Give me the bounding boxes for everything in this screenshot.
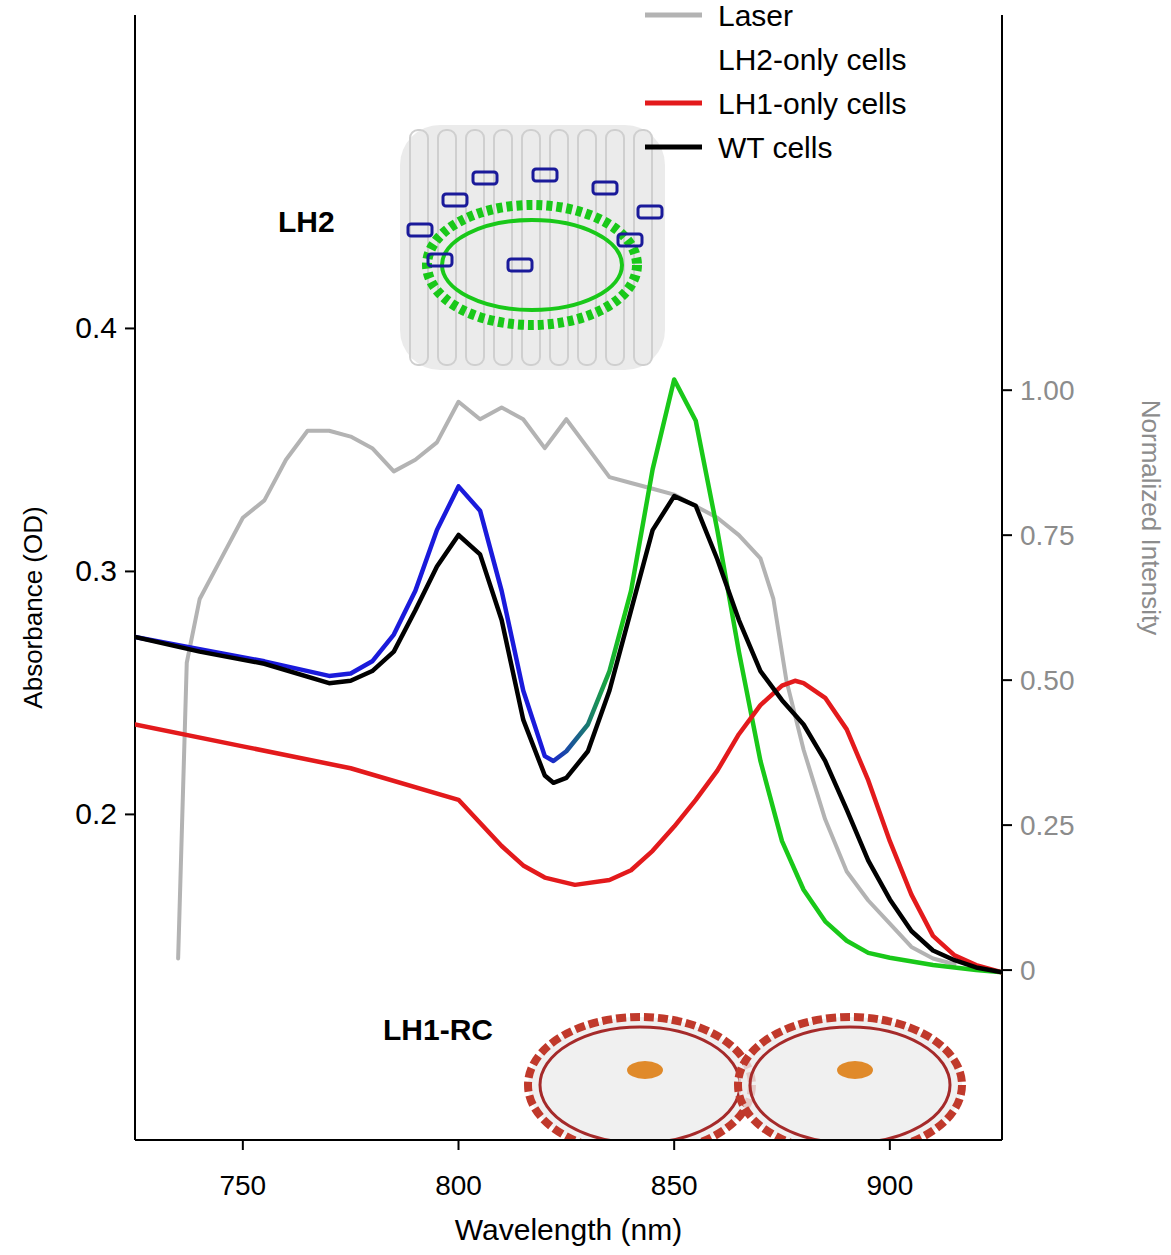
- series-line: [135, 496, 1002, 972]
- y-tick-label: 0.4: [75, 311, 117, 344]
- legend: Laser LH2-only cells LH1-only cells WT cell…: [645, 0, 906, 164]
- legend-swatch: [645, 145, 702, 150]
- lh2-b800: [428, 254, 452, 266]
- series-line: [178, 402, 954, 965]
- x-axis-line: [135, 1139, 1002, 1141]
- series-line: [135, 681, 1002, 973]
- lh1-ring: [528, 1017, 752, 1140]
- annotation: LH1-RC: [383, 1013, 493, 1046]
- rc-pigment: [837, 1061, 873, 1079]
- lh2-b800: [443, 194, 467, 206]
- lh2-b800: [473, 172, 497, 184]
- lh2-helix: [494, 130, 512, 365]
- x-tick-label: 800: [435, 1170, 482, 1201]
- x-tick: [242, 1140, 244, 1150]
- x-tick-label: 750: [219, 1170, 266, 1201]
- lh2-b800: [533, 169, 557, 181]
- x-tick-label: 900: [866, 1170, 913, 1201]
- lh2-helix: [466, 130, 484, 365]
- lh1-ring: [540, 1027, 740, 1140]
- y-axis-line: [134, 15, 136, 1140]
- y2-axis-title: Normalized Intensity: [1136, 400, 1166, 636]
- lh2-b850-ring: [427, 205, 637, 325]
- y2-tick: [1002, 534, 1012, 536]
- y2-tick: [1002, 824, 1012, 826]
- legend-swatch: [645, 101, 702, 106]
- lh2-b800: [508, 259, 532, 271]
- y2-tick-label: 0: [1020, 955, 1036, 986]
- y-axis-title: Absorbance (OD): [18, 506, 48, 708]
- series-lines: [135, 379, 1002, 972]
- legend-swatch: [645, 57, 702, 62]
- legend-swatch: [645, 13, 702, 18]
- axes: 0.2 0.3 0.4 0 0.25 0.50 0.75 1.00 750 800 850 900 Wa…: [18, 15, 1166, 1246]
- lh1-ring: [738, 1017, 962, 1140]
- lh2-helix: [410, 130, 428, 365]
- x-axis-title: Wavelength (nm): [455, 1213, 682, 1246]
- lh2-b800: [408, 224, 432, 236]
- y2-tick: [1002, 969, 1012, 971]
- x-tick: [889, 1140, 891, 1150]
- y-tick-label: 0.2: [75, 797, 117, 830]
- annotation: LH2: [278, 205, 335, 238]
- y-tick: [125, 327, 135, 329]
- lh2-helix: [578, 130, 596, 365]
- lh1-protein: [738, 1017, 962, 1140]
- y-tick: [125, 813, 135, 815]
- legend-label: LH2-only cells: [718, 43, 906, 76]
- y2-tick-label: 1.00: [1020, 375, 1075, 406]
- legend-label: LH1-only cells: [718, 87, 906, 120]
- lh2-b850-ring: [442, 220, 622, 310]
- y2-tick-label: 0.75: [1020, 520, 1075, 551]
- x-tick-label: 850: [651, 1170, 698, 1201]
- y2-tick-label: 0.50: [1020, 665, 1075, 696]
- lh1-protein: [528, 1017, 752, 1140]
- lh1-ring: [750, 1027, 950, 1140]
- series-line: [135, 379, 1002, 972]
- lh2-b800: [638, 206, 662, 218]
- legend-label: Laser: [718, 0, 793, 32]
- rc-pigment: [627, 1061, 663, 1079]
- lh2-b800: [593, 182, 617, 194]
- lh2-protein: [400, 125, 665, 370]
- x-tick: [458, 1140, 460, 1150]
- legend-label: WT cells: [718, 131, 832, 164]
- lh2-helix: [550, 130, 568, 365]
- y-tick: [125, 570, 135, 572]
- chart: 0.2 0.3 0.4 0 0.25 0.50 0.75 1.00 750 800 850 900 Wa…: [0, 0, 1171, 1255]
- y2-tick: [1002, 389, 1012, 391]
- y2-tick: [1002, 679, 1012, 681]
- structure-illustrations: [400, 125, 962, 1140]
- x-tick: [673, 1140, 675, 1150]
- y-tick-label: 0.3: [75, 554, 117, 587]
- y2-tick-label: 0.25: [1020, 810, 1075, 841]
- lh2-b800: [618, 234, 642, 246]
